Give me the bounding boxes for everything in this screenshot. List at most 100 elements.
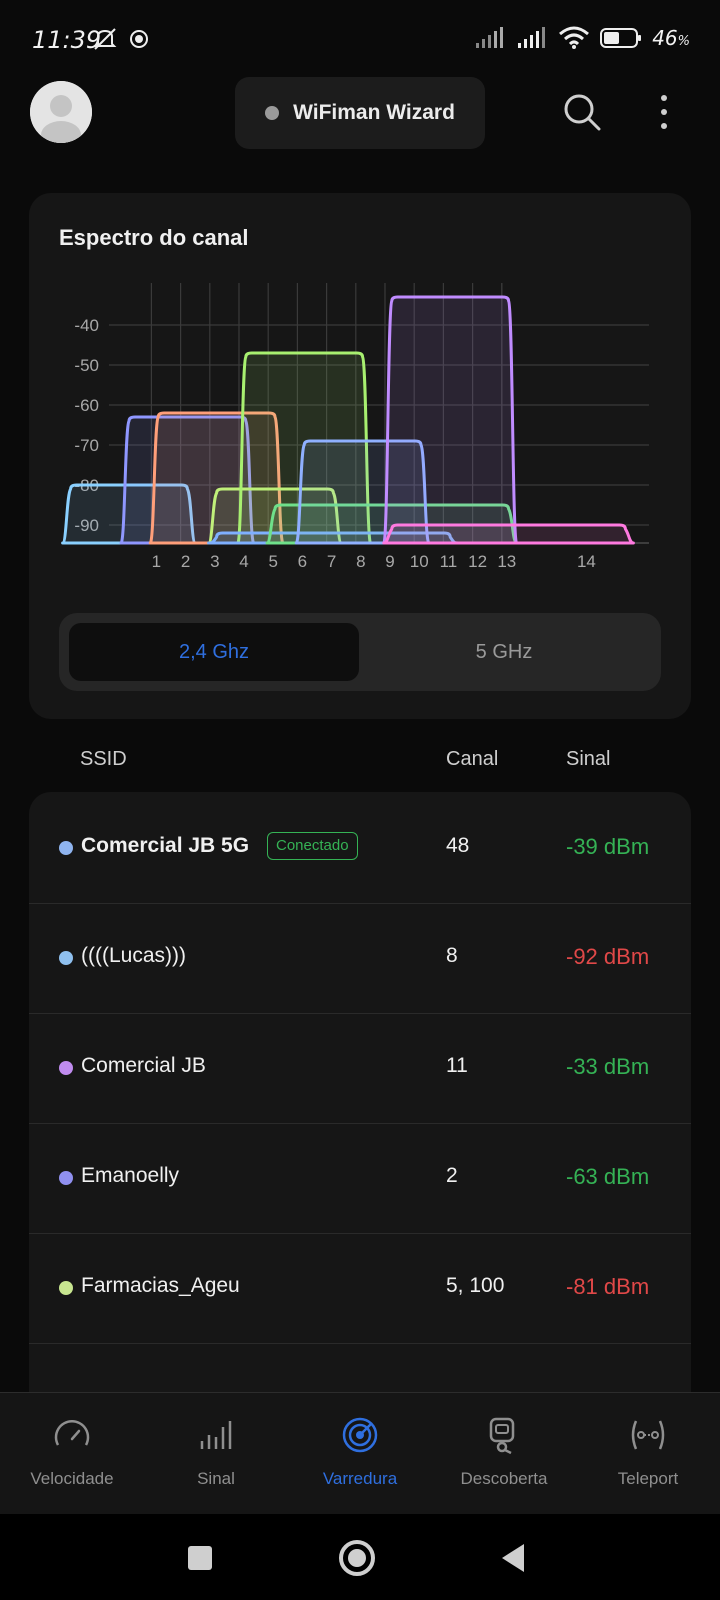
status-right-icons: 46% <box>474 26 690 50</box>
nav-label: Descoberta <box>460 1469 548 1488</box>
x-tick-label: 12 <box>468 552 487 571</box>
system-nav-bar <box>0 1514 720 1600</box>
wifi-icon <box>559 26 590 49</box>
x-tick-label: 5 <box>268 552 277 571</box>
network-color-dot <box>59 1061 73 1075</box>
header-ssid[interactable]: SSID <box>80 748 127 770</box>
x-tick-label: 3 <box>210 552 219 571</box>
x-tick-label: 6 <box>298 552 307 571</box>
battery-icon <box>600 28 642 48</box>
battery-percent: 46% <box>652 26 690 50</box>
nav-teleport[interactable]: Teleport <box>576 1393 720 1515</box>
y-tick-label: -40 <box>74 316 99 335</box>
network-color-dot <box>59 1281 73 1295</box>
channel-series-6[interactable] <box>265 503 519 545</box>
network-channel: 48 <box>446 834 470 857</box>
network-color-dot <box>59 951 73 965</box>
band-toggle: 2,4 Ghz 5 GHz <box>59 613 661 691</box>
network-ssid: Comercial JB <box>81 1054 206 1077</box>
channel-series-7[interactable] <box>294 439 431 545</box>
network-row[interactable]: Comercial JB 5G Conectado 48 -39 dBm <box>29 792 691 904</box>
cell-signal-icon <box>476 27 504 48</box>
band-option-5ghz[interactable]: 5 GHz <box>475 640 533 663</box>
wizard-label: WiFiman Wizard <box>293 101 455 124</box>
nav-sinal[interactable]: Sinal <box>144 1393 288 1515</box>
network-row[interactable]: Farmacias_Ageu 5, 100 -81 dBm <box>29 1232 691 1344</box>
x-tick-label: 11 <box>440 552 458 571</box>
channel-series-0[interactable] <box>61 483 197 545</box>
y-tick-label: -50 <box>74 356 99 375</box>
nav-descoberta[interactable]: Descoberta <box>432 1393 576 1515</box>
header-canal[interactable]: Canal <box>446 748 499 770</box>
channel-series-2[interactable] <box>148 411 285 545</box>
network-signal: -33 dBm <box>566 1054 650 1079</box>
network-color-dot <box>59 841 73 855</box>
spectrum-title: Espectro do canal <box>59 225 249 250</box>
x-tick-label: 1 <box>152 552 161 571</box>
network-ssid: Emanoelly <box>81 1164 180 1187</box>
x-tick-label: 4 <box>239 552 248 571</box>
network-row[interactable]: ((((Lucas))) 8 -92 dBm <box>29 902 691 1014</box>
radar-scan-icon <box>342 1417 378 1453</box>
network-color-dot <box>59 1171 73 1185</box>
more-vert-icon[interactable] <box>654 92 674 132</box>
network-signal: -63 dBm <box>566 1164 650 1189</box>
discovery-icon <box>489 1417 515 1455</box>
status-left-icons <box>92 26 150 52</box>
y-tick-label: -90 <box>74 516 99 535</box>
wifiman-wizard-button[interactable]: WiFiman Wizard <box>235 77 485 149</box>
network-signal: -39 dBm <box>566 834 650 859</box>
x-tick-label: 14 <box>577 552 596 571</box>
channel-spectrum-card: Espectro do canal -40 -50 -60 -70 -80 -90 1 2 3 4… <box>29 193 691 719</box>
teleport-icon <box>631 1420 665 1450</box>
network-ssid: Comercial JB 5G <box>81 834 250 857</box>
circle-status-icon <box>130 30 148 48</box>
speedometer-icon <box>54 1420 90 1446</box>
network-row[interactable]: Comercial JB 11 -33 dBm <box>29 1012 691 1124</box>
network-channel: 8 <box>446 944 458 967</box>
avatar[interactable] <box>30 81 92 143</box>
bottom-nav: Velocidade Sinal Varredura Descoberta <box>0 1392 720 1514</box>
status-dot <box>265 106 280 120</box>
network-channel: 5, 100 <box>446 1274 505 1297</box>
x-tick-label: 8 <box>356 552 365 571</box>
x-tick-label: 9 <box>385 552 394 571</box>
user-icon <box>30 81 92 143</box>
connected-badge: Conectado <box>267 832 358 860</box>
spectrum-chart: -40-50-60-70-80-901 2 3 4 5 6 7 8 9 10 11 12 13 14 <box>61 283 649 571</box>
network-signal: -81 dBm <box>566 1274 650 1299</box>
x-tick-label: 10 <box>410 552 429 571</box>
y-tick-label: -70 <box>74 436 99 455</box>
nav-varredura[interactable]: Varredura <box>288 1393 432 1515</box>
back-icon[interactable] <box>492 1536 536 1580</box>
network-channel: 11 <box>446 1054 468 1077</box>
network-channel: 2 <box>446 1164 458 1187</box>
network-list: Comercial JB 5G Conectado 48 -39 dBm ((((Luc… <box>29 792 691 1392</box>
nav-velocidade[interactable]: Velocidade <box>0 1393 144 1515</box>
network-list-header: SSID Canal Sinal <box>0 740 720 780</box>
nav-label: Velocidade <box>30 1469 114 1488</box>
x-tick-label: 2 <box>181 552 190 571</box>
nav-label: Varredura <box>322 1469 398 1488</box>
network-ssid: ((((Lucas))) <box>81 944 186 967</box>
status-time: 11:39 <box>32 26 102 54</box>
x-tick-label: 13 <box>497 552 516 571</box>
x-tick-label: 7 <box>327 552 336 571</box>
status-bar: 11:39 46 <box>0 0 720 80</box>
network-signal: -92 dBm <box>566 944 650 969</box>
nav-label: Sinal <box>197 1469 235 1488</box>
cell-signal-icon-2 <box>518 27 546 48</box>
network-ssid: Farmacias_Ageu <box>81 1274 240 1297</box>
search-icon[interactable] <box>562 92 602 132</box>
signal-bars-icon <box>200 1421 232 1449</box>
band-option-2-4ghz[interactable]: 2,4 Ghz <box>69 623 359 681</box>
network-row[interactable]: Emanoelly 2 -63 dBm <box>29 1122 691 1234</box>
header-sinal[interactable]: Sinal <box>566 748 611 770</box>
channel-series-8[interactable] <box>382 295 519 545</box>
recent-apps-icon[interactable] <box>178 1536 222 1580</box>
y-tick-label: -60 <box>74 396 99 415</box>
nav-label: Teleport <box>617 1469 679 1488</box>
bell-off-icon <box>93 28 117 50</box>
home-icon[interactable] <box>335 1536 379 1580</box>
channel-series-9[interactable] <box>382 523 635 545</box>
